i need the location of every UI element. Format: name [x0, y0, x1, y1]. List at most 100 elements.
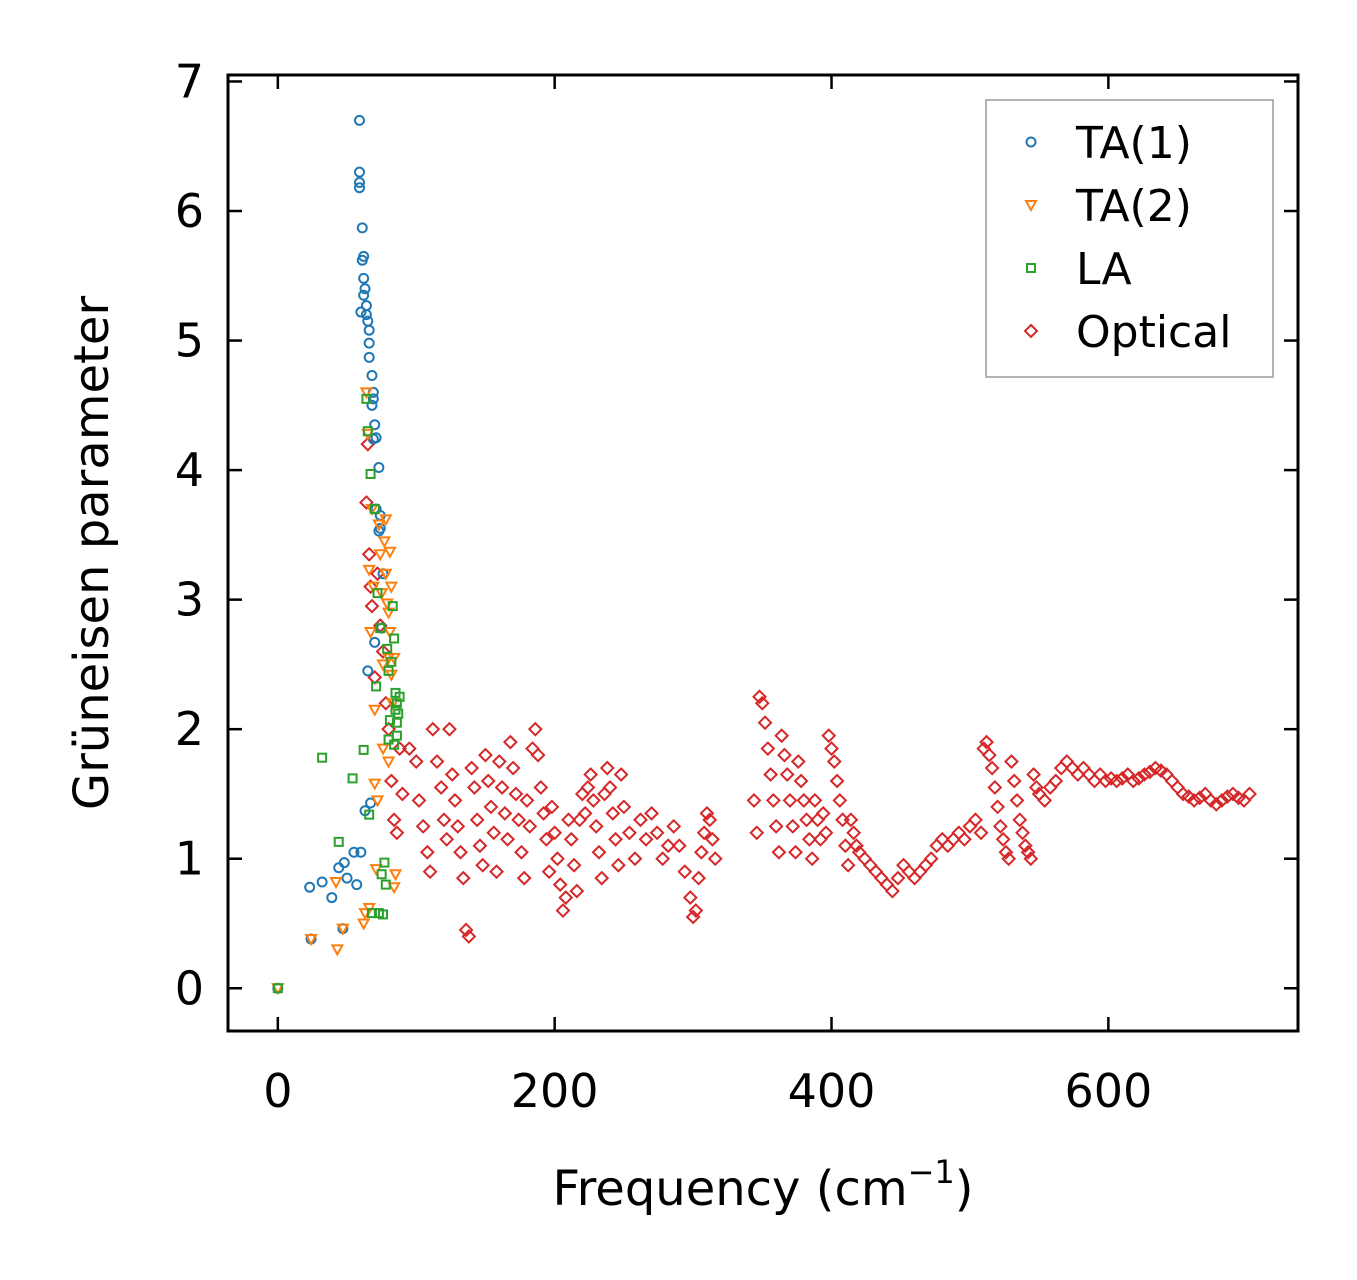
- data-point: [363, 324, 375, 336]
- data-point: [696, 825, 712, 841]
- data-point: [594, 870, 610, 886]
- data-point: [380, 598, 394, 611]
- data-point: [862, 857, 878, 873]
- data-point: [987, 780, 1003, 795]
- data-point: [354, 177, 366, 189]
- data-point: [394, 786, 410, 802]
- data-point: [610, 857, 626, 873]
- y-tick-label: 0: [175, 961, 204, 1015]
- data-point: [1020, 844, 1036, 860]
- data-point: [401, 741, 417, 757]
- data-point: [373, 462, 385, 474]
- data-point: [1170, 780, 1185, 795]
- data-point: [752, 689, 767, 705]
- data-point: [968, 812, 983, 828]
- data-point: [379, 514, 393, 527]
- data-point: [372, 519, 386, 532]
- data-point: [552, 877, 568, 893]
- series-ta-1: [272, 114, 389, 994]
- data-point: [1186, 793, 1202, 808]
- legend-marker: [1024, 200, 1038, 213]
- data-point: [671, 838, 687, 854]
- data-point: [1098, 773, 1114, 789]
- data-point: [857, 851, 873, 867]
- series-ta-2: [271, 387, 403, 996]
- data-point: [336, 923, 350, 936]
- data-point: [804, 851, 820, 867]
- data-point: [530, 747, 546, 763]
- data-point: [359, 387, 374, 400]
- data-point: [1181, 789, 1197, 804]
- data-point: [1242, 786, 1257, 802]
- data-point: [550, 851, 565, 867]
- legend-marker: [1026, 263, 1036, 273]
- data-point: [608, 831, 623, 847]
- data-point: [1164, 773, 1180, 789]
- data-point: [387, 601, 398, 612]
- data-point: [597, 786, 612, 802]
- data-point: [372, 588, 383, 599]
- data-point: [746, 793, 762, 808]
- data-point: [962, 818, 978, 834]
- data-point: [354, 114, 366, 126]
- data-point: [486, 825, 502, 841]
- data-point: [358, 289, 370, 301]
- data-point: [757, 715, 773, 731]
- data-point: [1037, 793, 1053, 808]
- data-point: [1017, 838, 1033, 854]
- legend-marker: [1023, 323, 1039, 339]
- data-point: [768, 818, 784, 834]
- data-point: [489, 864, 504, 880]
- data-point: [369, 419, 381, 431]
- data-point: [389, 633, 400, 644]
- data-point: [1009, 793, 1025, 808]
- data-point: [602, 780, 618, 795]
- data-point: [638, 831, 654, 847]
- data-point: [1109, 773, 1125, 789]
- data-point: [849, 838, 864, 854]
- data-point: [347, 773, 358, 784]
- data-point: [383, 773, 399, 789]
- data-point: [533, 780, 549, 795]
- data-point: [368, 778, 382, 791]
- y-tick-label: 6: [175, 184, 204, 238]
- data-point: [367, 393, 379, 405]
- data-point: [707, 851, 723, 867]
- data-point: [649, 825, 665, 841]
- data-point: [754, 695, 770, 711]
- data-point: [779, 767, 795, 782]
- data-point: [832, 793, 848, 808]
- plot-area: [271, 114, 1257, 996]
- data-point: [765, 793, 781, 808]
- data-point: [383, 546, 397, 559]
- data-point: [363, 579, 378, 595]
- data-point: [355, 846, 367, 858]
- data-point: [326, 892, 338, 904]
- data-point: [466, 780, 482, 795]
- data-point: [369, 503, 380, 514]
- data-point: [370, 795, 385, 808]
- data-point: [386, 656, 397, 667]
- data-point: [508, 786, 524, 802]
- data-point: [693, 844, 709, 860]
- data-point: [363, 627, 378, 640]
- data-point: [702, 812, 718, 828]
- series-optical: [359, 436, 1257, 944]
- data-point: [774, 728, 790, 744]
- data-point: [415, 818, 431, 834]
- data-point: [358, 250, 370, 262]
- data-point: [1114, 770, 1130, 786]
- data-point: [362, 665, 374, 677]
- data-point: [497, 805, 513, 821]
- data-point: [363, 351, 375, 363]
- data-point: [362, 426, 373, 437]
- data-point: [317, 752, 328, 763]
- data-point: [879, 877, 895, 893]
- data-point: [699, 805, 715, 821]
- data-point: [391, 717, 402, 728]
- legend-label: TA(1): [1075, 118, 1192, 169]
- data-point: [491, 754, 507, 769]
- data-point: [483, 799, 499, 815]
- data-point: [793, 773, 809, 789]
- data-point: [393, 708, 404, 719]
